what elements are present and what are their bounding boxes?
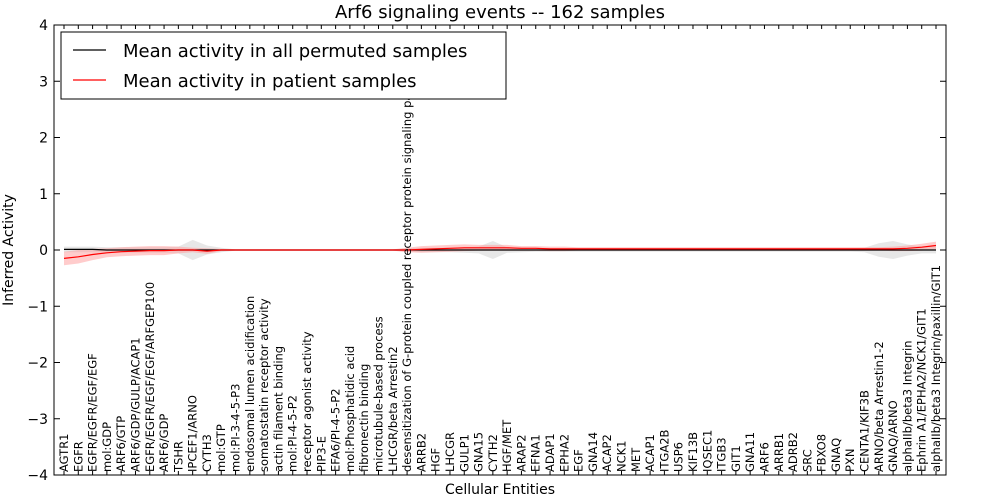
x-tick-label: USP6: [672, 442, 686, 472]
legend-frame: [60, 31, 507, 100]
x-tick-label: alphaIIb/beta3 Integrin/paxillin/GIT1: [929, 265, 943, 472]
y-tick-label: 4: [39, 18, 48, 34]
legend-label-permuted: Mean activity in all permuted samples: [123, 41, 467, 62]
x-tick-label: mol:PI-4-5-P2: [286, 395, 300, 472]
y-tick-label: 3: [39, 74, 48, 90]
x-tick-label: ACAP2: [600, 434, 614, 472]
bands-layer: [64, 239, 936, 266]
x-tick-label: ARRB1: [772, 433, 786, 472]
x-tick-label: endosomal lumen acidification: [243, 296, 257, 472]
x-tick-label: mol:PI-3-4-5-P3: [229, 384, 243, 472]
x-tick-label: EPHA2: [557, 434, 571, 472]
series-1-band: [64, 241, 936, 266]
x-tick-label: ITGA2B: [657, 429, 671, 472]
x-tick-label: GULP1: [457, 434, 471, 472]
x-tick-label: desensitization of G-protein coupled rec…: [400, 58, 414, 472]
x-tick-label: ADAP1: [543, 433, 557, 472]
x-tick-label: CYTH3: [200, 434, 214, 472]
x-tick-label: receptor agonist activity: [300, 331, 314, 472]
x-tick-label: microtubule-based process: [371, 316, 385, 472]
y-tick-label: 0: [39, 243, 48, 259]
x-tick-label: EGFR/EGFR/EGF/EGF: [86, 353, 100, 472]
x-tick-label: ARAP2: [514, 434, 528, 472]
x-tick-label: AGTR1: [57, 434, 71, 473]
x-tick-label: NCK1: [615, 441, 629, 473]
x-tick-label: mol:GTP: [214, 424, 228, 472]
x-tick-label: GIT1: [729, 445, 743, 472]
x-tick-label: CENTA1/KIF3B: [858, 390, 872, 472]
x-tick-label: GNAQ: [829, 438, 843, 472]
x-tick-label: ARRB2: [414, 433, 428, 472]
x-tick-label: PXN: [843, 449, 857, 472]
x-tick-label: CYTH2: [486, 434, 500, 472]
x-tick-label: LHCGR: [443, 432, 457, 472]
x-tick-label: LHCGR/beta Arrestin2: [386, 346, 400, 472]
x-tick-label: TSHR: [171, 441, 185, 473]
x-tick-label: somatostatin receptor activity: [257, 298, 271, 472]
y-tick-label: −1: [27, 299, 48, 315]
x-tick-label: HGF: [429, 448, 443, 472]
x-tick-label: PIP3-E: [314, 436, 328, 472]
x-tick-label: IQSEC1: [700, 430, 714, 472]
x-tick-label: fibronectin binding: [357, 364, 371, 472]
x-tick-label: EGFR/EGFR/EGF/EGF/ARFGEP100: [143, 282, 157, 472]
x-tick-label: actin filament binding: [271, 346, 285, 472]
x-tick-label: ITGB3: [715, 437, 729, 472]
x-tick-label: IPCEF1/ARNO: [186, 395, 200, 472]
chart-title: Arf6 signaling events -- 162 samples: [335, 2, 665, 23]
series-0-line: [64, 248, 936, 251]
y-axis-label: Inferred Activity: [1, 194, 17, 306]
x-tick-label: alphaIIb/beta3 Integrin: [900, 340, 914, 472]
x-tick-label: HGF/MET: [500, 419, 514, 472]
y-tick-label: 1: [39, 187, 48, 203]
x-tick-label: EGF: [572, 449, 586, 472]
x-tick-label: EFA6/PI-4-5-P2: [329, 388, 343, 472]
x-tick-label: ARF6/GDP/GULP/ACAP1: [128, 337, 142, 472]
y-ticks: −4 −3 −2 −1 0 1 2 3 4: [27, 18, 946, 484]
legend-label-patient: Mean activity in patient samples: [123, 71, 417, 92]
x-tick-label: ARF6: [757, 442, 771, 472]
y-tick-label: −4: [27, 468, 48, 484]
lines-layer: [63, 244, 937, 259]
x-tick-label: ARNO/beta Arrestin1-2: [872, 341, 886, 472]
x-tick-label: EGFR: [71, 441, 85, 472]
x-tick-label: EFNA1: [529, 434, 543, 472]
x-tick-label: GNA15: [472, 432, 486, 472]
x-tick-label: GNAQ/ARNO: [886, 400, 900, 472]
x-tick-label: ACAP1: [643, 434, 657, 472]
x-tick-label: ARF6/GTP: [114, 416, 128, 472]
x-tick-label: mol:Phosphatidic acid: [343, 346, 357, 472]
x-axis-label: Cellular Entities: [445, 482, 555, 498]
y-tick-label: 2: [39, 131, 48, 147]
x-tick-label: ARF6/GDP: [157, 414, 171, 472]
x-tick-label: MET: [629, 447, 643, 472]
x-tick-label: GNA11: [743, 432, 757, 472]
y-tick-label: −2: [27, 356, 48, 372]
x-tick-label: Ephrin A1/EPHA2/NCK1/GIT1: [915, 308, 929, 472]
series-1-line: [63, 244, 937, 259]
y-tick-label: −3: [27, 412, 48, 428]
x-tick-label: GNA14: [586, 432, 600, 472]
x-tick-label: mol:GDP: [100, 422, 114, 472]
x-ticks: AGTR1 EGFR EGFR/EGFR/EGF/EGF mol:GDP ARF6/GT…: [57, 25, 943, 475]
legend: Mean activity in all permuted samples Me…: [60, 31, 507, 100]
x-tick-label: KIF13B: [686, 432, 700, 472]
x-tick-label: SRC: [800, 449, 814, 472]
x-tick-label: ADRB2: [786, 432, 800, 472]
x-tick-label: FBXO8: [815, 434, 829, 472]
